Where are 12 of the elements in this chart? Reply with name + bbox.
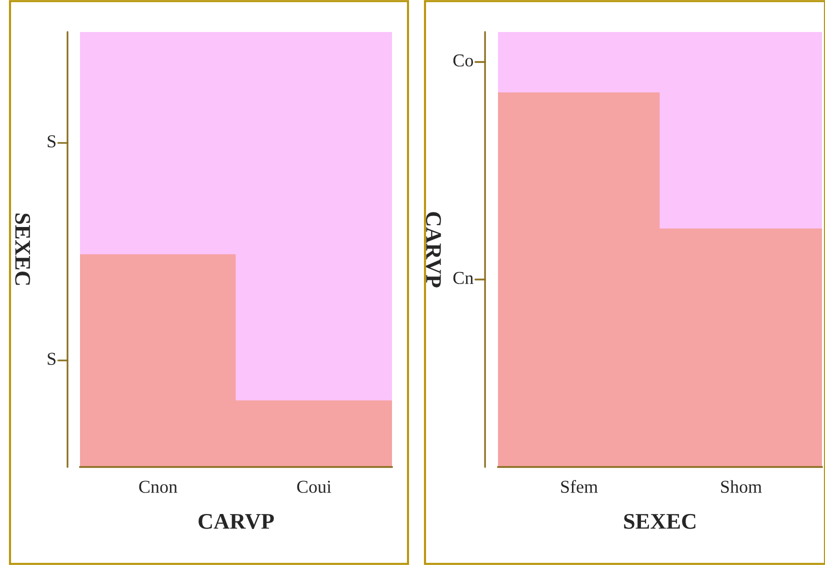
- x-tick-label: Cnon: [139, 480, 178, 493]
- x-tick-label: Coui: [297, 480, 332, 493]
- y-axis-title: CARVP: [426, 212, 441, 288]
- x-axis-title: SEXEC: [624, 514, 696, 529]
- series-label: S: [48, 352, 56, 365]
- x-tick-label: Sfem: [561, 480, 598, 493]
- x-tick-label: Shom: [721, 480, 762, 493]
- y-axis-title: SEXEC: [15, 214, 30, 285]
- series-label: Cn: [453, 272, 474, 284]
- series-label: Co: [453, 54, 474, 67]
- x-axis-title: CARVP: [198, 514, 274, 529]
- series-label: S: [48, 135, 56, 148]
